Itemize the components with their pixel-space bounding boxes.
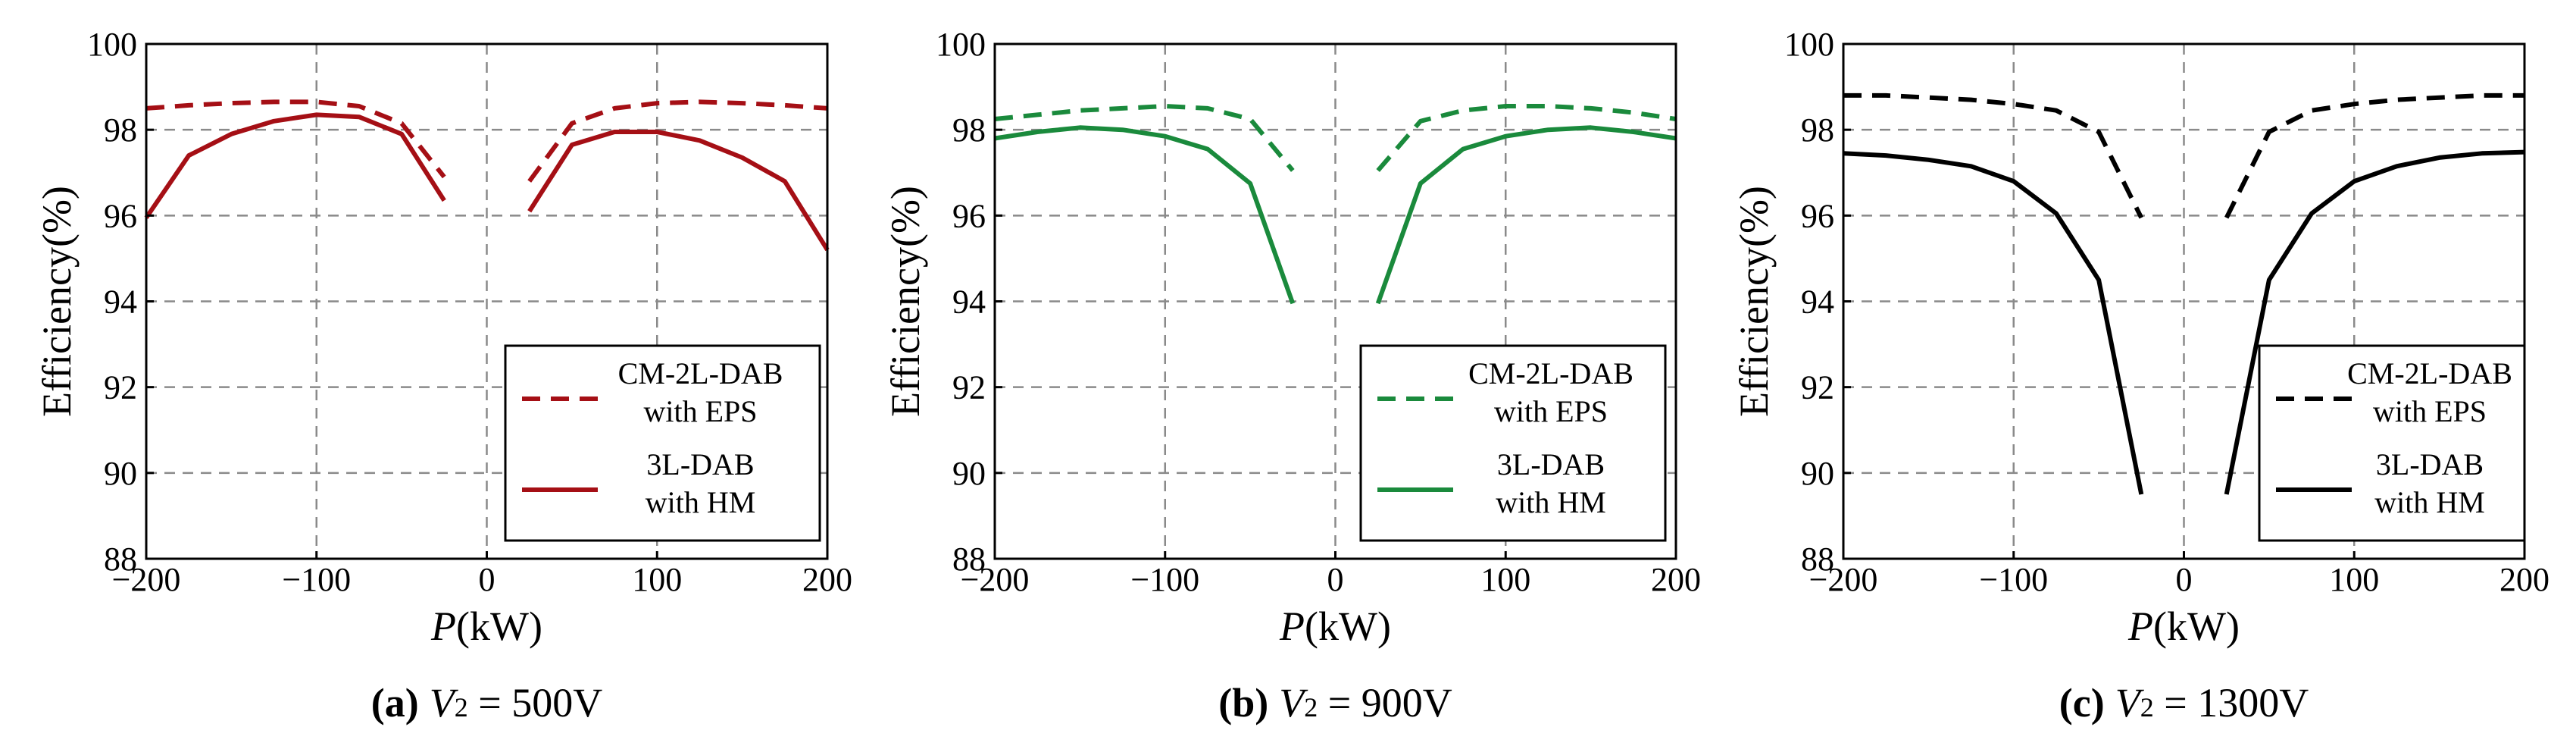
x-tick-label: −100: [1130, 561, 1199, 598]
hm-series-line: [144, 112, 446, 219]
x-tick-label: −100: [282, 561, 351, 598]
y-tick-label: 88: [1801, 541, 1834, 578]
y-tick-label: 100: [936, 26, 986, 63]
legend-label-line1: CM-2L-DAB: [1468, 356, 1633, 390]
x-tick-label: 200: [802, 561, 852, 598]
legend-box: [504, 344, 821, 542]
x-axis-variable: P: [1279, 603, 1305, 649]
hm-series-line: [994, 125, 1296, 305]
x-tick-label: 0: [1327, 561, 1344, 598]
panel-caption: (a) V2 = 500V: [371, 680, 602, 726]
x-tick-label: −100: [1979, 561, 2048, 598]
y-axis-label: Efficiency(%): [883, 186, 928, 417]
x-tick-label: −200: [961, 561, 1030, 598]
x-tick-label: 100: [2329, 561, 2379, 598]
y-tick-label: 90: [104, 455, 137, 492]
caption-panel-label: (a): [371, 680, 419, 726]
panel-a: −200 −100 0 100 200 88 90 92 94 96 98 100 P(kW) Effic…: [34, 26, 852, 726]
hm-series-line: [2224, 149, 2525, 495]
x-axis-variable: P: [430, 603, 456, 649]
legend-label-line1: CM-2L-DAB: [618, 356, 783, 390]
x-tick-label: 100: [632, 561, 682, 598]
eps-series-line: [1376, 104, 1677, 172]
caption-value: = 1300V: [2154, 680, 2309, 726]
legend-label-line2: with EPS: [643, 394, 757, 428]
caption-variable: V: [2115, 680, 2145, 726]
y-tick-label: 96: [1801, 197, 1834, 234]
caption-variable: V: [430, 680, 459, 726]
caption-subscript: 2: [455, 692, 468, 722]
x-axis-variable: P: [2127, 603, 2153, 649]
x-axis-label: P(kW): [430, 603, 542, 649]
eps-series-line: [1843, 92, 2143, 219]
y-tick-label: 98: [104, 111, 137, 149]
y-tick-label: 88: [104, 541, 137, 578]
x-tick-label: 0: [2176, 561, 2193, 598]
caption-variable: V: [1279, 680, 1308, 726]
eps-series-line: [527, 99, 828, 183]
panel-caption: (b) V2 = 900V: [1218, 680, 1452, 726]
legend-label-line1: 3L-DAB: [646, 447, 754, 481]
y-tick-label: 90: [1801, 455, 1834, 492]
y-axis-label: Efficiency(%): [34, 186, 80, 417]
y-tick-label: 92: [1801, 369, 1834, 406]
panel-c: −200 −100 0 100 200 88 90 92 94 96 98 100 P(kW) Effic…: [1731, 26, 2549, 726]
y-tick-label: 88: [952, 541, 986, 578]
caption-panel-label: (b): [1218, 680, 1268, 726]
panel-caption: (c) V2 = 1300V: [2059, 680, 2309, 726]
y-tick-label: 92: [952, 369, 986, 406]
legend-label-line2: with EPS: [1494, 394, 1608, 428]
legend-label-line2: with HM: [646, 485, 756, 519]
y-tick-label: 94: [104, 284, 137, 321]
caption-value: = 500V: [468, 680, 602, 726]
legend-label-line1: 3L-DAB: [1497, 447, 1605, 481]
eps-series-line: [145, 99, 446, 179]
legend-label-line1: CM-2L-DAB: [2347, 356, 2512, 390]
caption-panel-label: (c): [2059, 680, 2105, 726]
x-tick-label: −200: [112, 561, 181, 598]
caption-subscript: 2: [2140, 692, 2154, 722]
legend-label-line1: 3L-DAB: [2376, 447, 2484, 481]
y-tick-label: 94: [1801, 284, 1834, 321]
y-tick-label: 98: [952, 111, 986, 149]
caption-subscript: 2: [1304, 692, 1318, 722]
y-tick-label: 96: [952, 197, 986, 234]
eps-series-line: [994, 104, 1295, 172]
eps-series-line: [2224, 92, 2524, 219]
x-axis-unit: (kW): [2153, 603, 2240, 649]
x-tick-label: 0: [479, 561, 496, 598]
x-tick-label: 200: [1651, 561, 1701, 598]
legend-label-line2: with EPS: [2373, 394, 2487, 428]
y-tick-label: 90: [952, 455, 986, 492]
x-axis-unit: (kW): [1305, 603, 1391, 649]
x-axis-label: P(kW): [1279, 603, 1391, 649]
x-axis-unit: (kW): [456, 603, 542, 649]
y-tick-label: 94: [952, 284, 986, 321]
caption-value: = 900V: [1318, 680, 1452, 726]
y-tick-label: 96: [104, 197, 137, 234]
x-axis-label: P(kW): [2127, 603, 2240, 649]
y-axis-label: Efficiency(%): [1731, 186, 1777, 417]
panel-b: −200 −100 0 100 200 88 90 92 94 96 98 100 P(kW) Effic…: [883, 26, 1701, 726]
legend-box: [2258, 344, 2526, 542]
legend-label-line2: with HM: [1496, 485, 1606, 519]
hm-series-line: [527, 130, 830, 252]
y-tick-label: 100: [87, 26, 137, 63]
y-tick-label: 100: [1784, 26, 1834, 63]
hm-series-line: [1375, 125, 1677, 305]
y-tick-label: 92: [104, 369, 137, 406]
y-tick-label: 98: [1801, 111, 1834, 149]
x-tick-label: −200: [1809, 561, 1878, 598]
x-tick-label: 200: [2499, 561, 2549, 598]
legend-label-line2: with HM: [2374, 485, 2485, 519]
hm-series-line: [1843, 151, 2144, 495]
x-tick-label: 100: [1480, 561, 1530, 598]
legend-box: [1359, 344, 1667, 542]
